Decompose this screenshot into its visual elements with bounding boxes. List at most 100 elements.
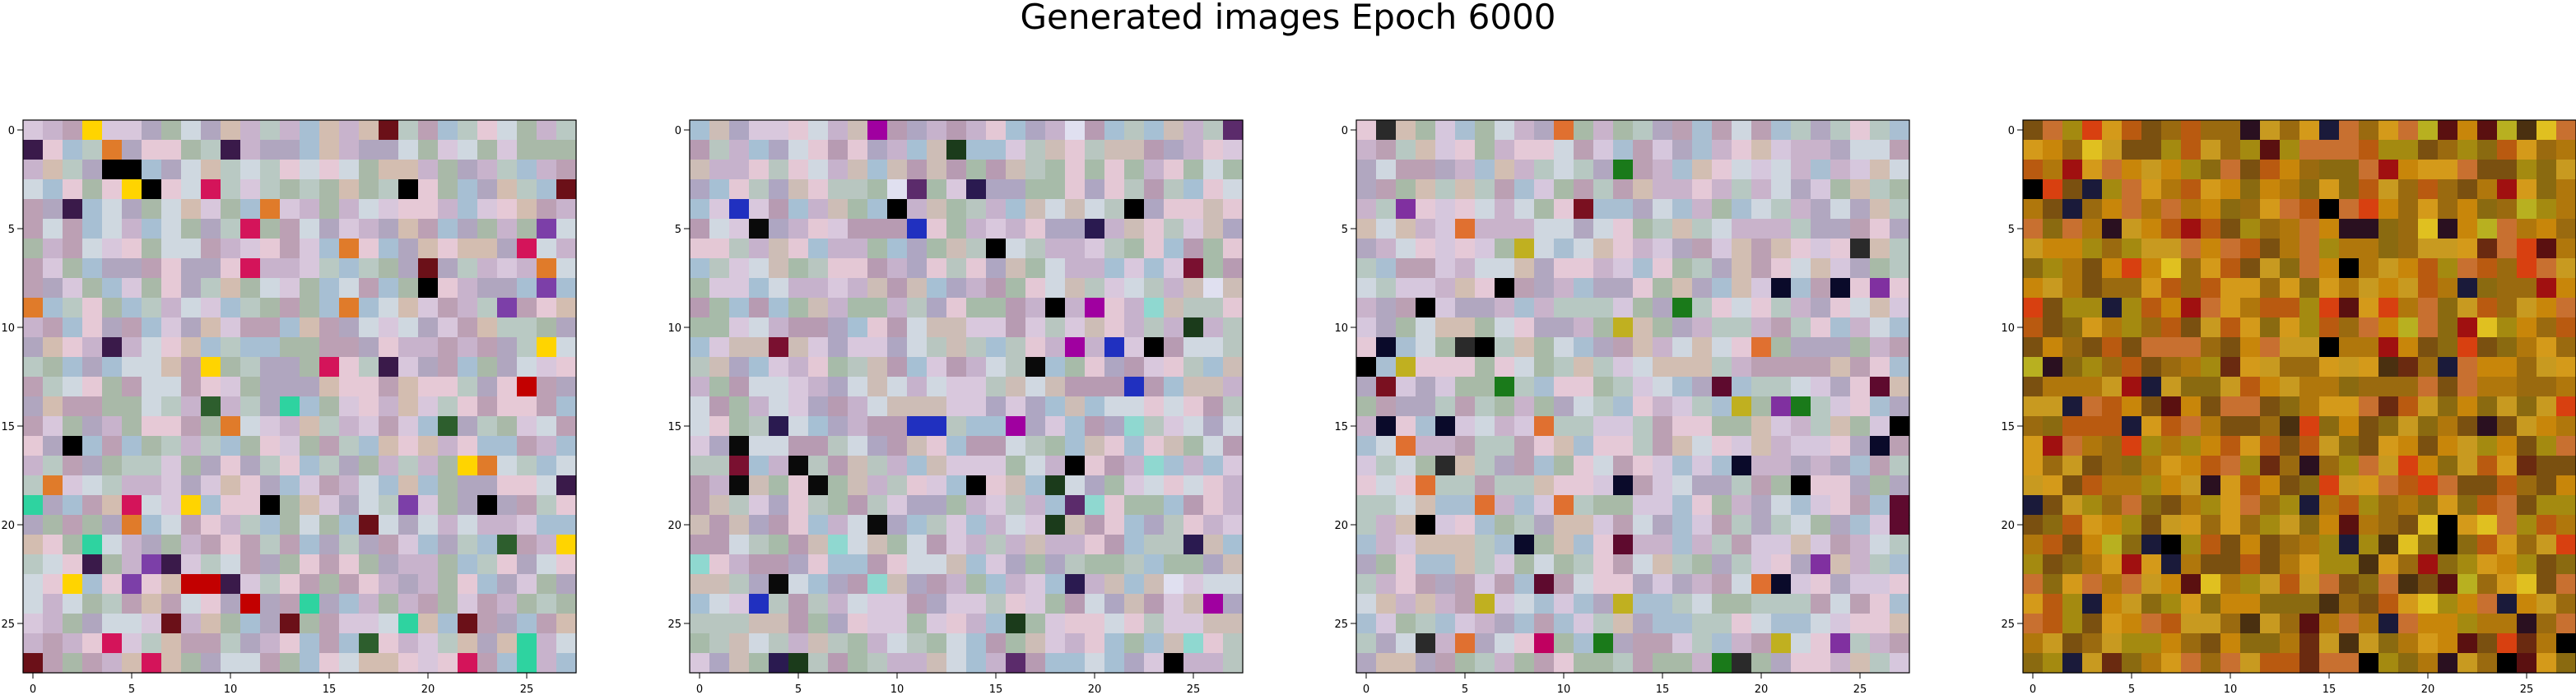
pixel-cell (2339, 495, 2360, 516)
pixel-cell (1633, 633, 1653, 654)
pixel-cell (240, 396, 261, 417)
pixel-cell (1376, 535, 1397, 555)
y-tick-label: 20 (667, 520, 681, 532)
pixel-cell (2240, 396, 2261, 417)
pixel-cell (537, 535, 557, 555)
pixel-cell (339, 574, 360, 595)
pixel-cell (359, 416, 379, 437)
pixel-cell (142, 337, 162, 358)
pixel-cell (2457, 574, 2478, 595)
pixel-cell (1006, 475, 1026, 496)
pixel-cell (339, 219, 360, 239)
pixel-cell (887, 337, 908, 358)
pixel-cell (240, 574, 261, 595)
pixel-cell (808, 614, 829, 634)
pixel-cell (2418, 535, 2439, 555)
y-tick-label: 15 (1334, 421, 1348, 433)
pixel-cell (1653, 614, 1673, 634)
pixel-cell (1065, 396, 1086, 417)
pixel-cell (556, 456, 577, 476)
pixel-cell (2418, 614, 2439, 634)
pixel-cell (2378, 436, 2399, 456)
pixel-cell (1554, 140, 1574, 160)
pixel-cell (458, 515, 478, 535)
pixel-cell (2062, 574, 2083, 595)
pixel-cell (828, 574, 849, 595)
pixel-cell (2477, 653, 2498, 674)
pixel-cell (2260, 199, 2281, 220)
pixel-cell (359, 396, 379, 417)
pixel-cell (729, 495, 750, 516)
pixel-cell (1104, 317, 1125, 338)
pixel-cell (2497, 614, 2518, 634)
pixel-cell (359, 377, 379, 397)
pixel-cell (2260, 377, 2281, 397)
pixel-cell (2141, 456, 2162, 476)
pixel-cell (1574, 219, 1594, 239)
pixel-cell (240, 436, 261, 456)
pixel-cell (2181, 475, 2202, 496)
pixel-cell (1890, 475, 1910, 496)
pixel-cell (339, 258, 360, 279)
pixel-cell (280, 495, 300, 516)
pixel-cell (1455, 456, 1476, 476)
pixel-cell (1376, 317, 1397, 338)
pixel-cell (1183, 574, 1204, 595)
pixel-cell (2556, 475, 2576, 496)
pixel-cell (2359, 554, 2379, 575)
pixel-cell (537, 574, 557, 595)
pixel-cell (240, 239, 261, 259)
pixel-cell (2161, 475, 2182, 496)
pixel-cell (1791, 495, 1811, 516)
pixel-cell (1085, 495, 1105, 516)
pixel-cell (359, 258, 379, 279)
pixel-cell (2517, 653, 2537, 674)
pixel-cell (1495, 298, 1515, 318)
pixel-cell (2280, 278, 2300, 299)
pixel-cell (729, 456, 750, 476)
pixel-cell (1455, 653, 1476, 674)
pixel-cell (907, 298, 928, 318)
pixel-cell (1435, 140, 1456, 160)
pixel-cell (1850, 554, 1871, 575)
pixel-cell (2240, 535, 2261, 555)
pixel-cell (477, 456, 498, 476)
pixel-cell (398, 337, 419, 358)
pixel-cell (2023, 298, 2044, 318)
pixel-cell (418, 278, 439, 299)
pixel-cell (497, 258, 518, 279)
pixel-cell (497, 357, 518, 378)
pixel-cell (808, 456, 829, 476)
pixel-cell (1045, 357, 1066, 378)
pixel-cell (2438, 337, 2458, 358)
pixel-cell (2141, 317, 2162, 338)
pixel-cell (2122, 357, 2142, 378)
pixel-cell (181, 633, 202, 654)
pixel-cell (2181, 594, 2202, 614)
pixel-cell (161, 357, 182, 378)
pixel-cell (1065, 456, 1086, 476)
pixel-cell (2457, 377, 2478, 397)
pixel-cell (161, 653, 182, 674)
pixel-cell (1203, 317, 1224, 338)
pixel-cell (2398, 633, 2419, 654)
pixel-cell (1006, 317, 1026, 338)
pixel-cell (458, 219, 478, 239)
pixel-cell (517, 614, 537, 634)
pixel-cell (769, 574, 789, 595)
pixel-cell (1045, 239, 1066, 259)
pixel-cell (319, 298, 340, 318)
pixel-cell (1712, 456, 1732, 476)
pixel-cell (2122, 179, 2142, 200)
pixel-cell (2023, 160, 2044, 180)
pixel-cell (2438, 199, 2458, 220)
pixel-cell (1890, 653, 1910, 674)
pixel-cell (1065, 160, 1086, 180)
pixel-cell (1732, 416, 1752, 437)
pixel-cell (300, 495, 320, 516)
pixel-cell (1712, 258, 1732, 279)
pixel-cell (946, 633, 967, 654)
pixel-cell (1771, 179, 1792, 200)
pixel-cell (1593, 554, 1614, 575)
pixel-cell (1144, 219, 1165, 239)
